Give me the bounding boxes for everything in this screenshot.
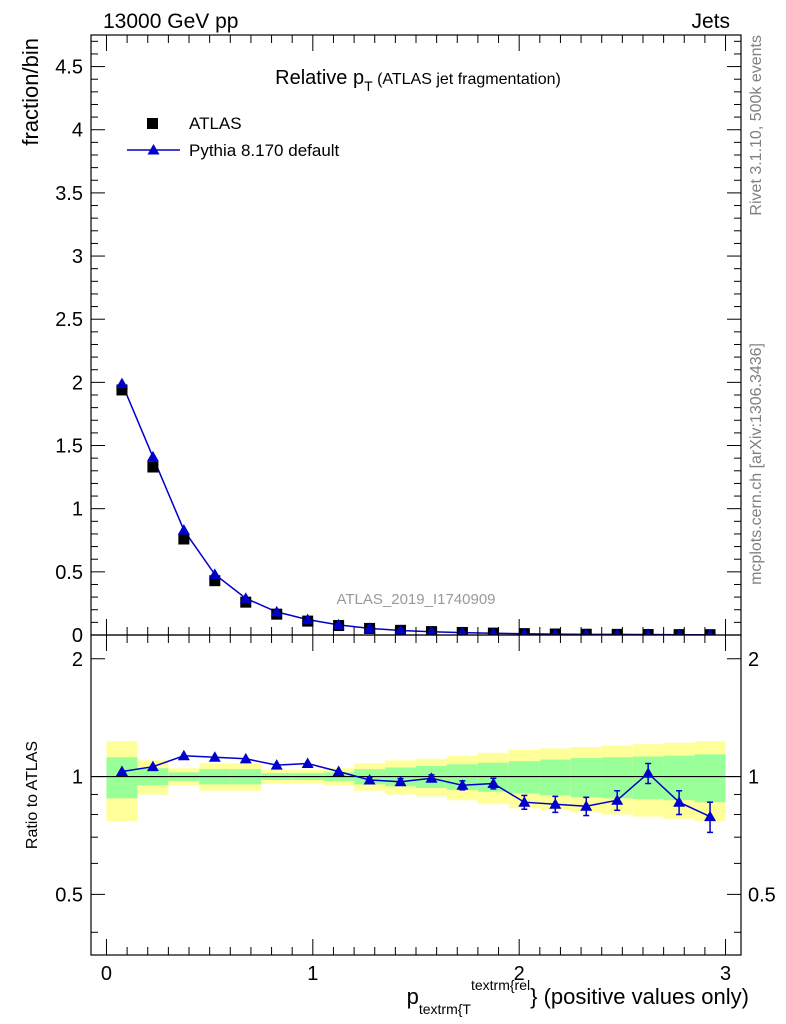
main-y-tick-label: 0.5 [55, 562, 83, 584]
pythia-point [675, 628, 683, 635]
pythia-point [239, 592, 252, 603]
ratio-point [642, 767, 655, 778]
x-axis-label-main: p [407, 984, 419, 1009]
pythia-point [146, 450, 159, 462]
pythia-point [426, 625, 437, 635]
ratio-point [270, 759, 283, 770]
ratio-y-tick-label: 2 [72, 649, 83, 671]
analysis-watermark: ATLAS_2019_I1740909 [336, 591, 495, 608]
x-tick-label: 0 [101, 963, 112, 985]
ratio-y-axis-label: Ratio to ATLAS [24, 741, 41, 849]
pythia-point [394, 624, 407, 635]
ratio-point [332, 765, 345, 777]
pythia-point [270, 605, 283, 617]
pythia-point [115, 377, 128, 389]
ratio-y-tick-label-right: 0.5 [748, 884, 776, 906]
ratio-point [301, 757, 314, 768]
ratio-point [394, 775, 407, 787]
ratio-point [363, 773, 376, 785]
pythia-point [551, 628, 560, 635]
x-tick-label: 3 [720, 963, 731, 985]
ratio-point [456, 779, 469, 790]
atlas-data-point [178, 533, 190, 545]
ratio-y-tick-label: 0.5 [55, 884, 83, 906]
main-y-tick-label: 2 [72, 372, 83, 394]
pythia-point [363, 622, 376, 633]
main-title-suffix: (ATLAS jet fragmentation) [373, 71, 561, 88]
x-tick-label: 2 [514, 963, 525, 985]
energy-label: 13000 GeV pp [103, 10, 238, 33]
pythia-point [582, 628, 591, 635]
ratio-point [487, 777, 500, 789]
pythia-point [644, 628, 652, 635]
pythia-point [520, 627, 529, 635]
pythia-point [457, 626, 468, 635]
main-y-tick-label: 2.5 [55, 309, 83, 331]
process-label: Jets [691, 10, 730, 33]
ratio-line [121, 755, 711, 818]
main-title: Relative pT (ATLAS jet fragmentation) [275, 67, 561, 94]
ratio-y-tick-label: 1 [72, 767, 83, 789]
main-y-axis-label: fraction/bin [18, 38, 43, 146]
mcplots-reference-label: mcplots.cern.ch [arXiv:1306.3436] [748, 343, 765, 585]
rivet-version-label: Rivet 3.1.10, 500k events [748, 35, 765, 216]
main-y-tick-label: 3 [72, 246, 83, 268]
legend-pythia-label: Pythia 8.170 default [189, 141, 340, 160]
x-axis-label: ptextrm{T textrm{rel} (positive values on… [407, 977, 749, 1017]
main-y-tick-label: 4 [72, 120, 83, 142]
ratio-band-inner [539, 759, 571, 796]
ratio-point [208, 751, 221, 762]
main-y-tick-label: 3.5 [55, 183, 83, 205]
legend-atlas-label: ATLAS [189, 114, 242, 133]
ratio-point [425, 772, 438, 783]
pythia-point [301, 613, 314, 625]
ratio-point [115, 765, 128, 777]
ratio-point [239, 752, 252, 764]
x-axis-label-suffix: } (positive values only) [530, 984, 749, 1009]
ratio-point [518, 796, 531, 807]
pythia-point [332, 618, 345, 630]
ratio-point [177, 749, 190, 761]
pythia-point [177, 524, 190, 535]
pythia-point [613, 628, 621, 635]
ratio-point [146, 760, 159, 772]
ratio-band-inner [570, 758, 602, 798]
ratio-point [580, 800, 593, 811]
ratio-point [549, 798, 562, 809]
main-title-sub: T [364, 78, 373, 94]
atlas-data-point [147, 461, 159, 473]
ratio-band-inner [694, 754, 726, 803]
legend: ATLAS Pythia 8.170 default [127, 114, 340, 160]
pythia-point [706, 628, 714, 635]
legend-pythia-marker [147, 144, 160, 155]
main-y-tick-label: 1.5 [55, 436, 83, 458]
pythia-point [488, 627, 498, 635]
main-y-tick-label: 1 [72, 499, 83, 521]
ratio-point [704, 810, 717, 822]
ratio-band-inner [106, 757, 138, 799]
ratio-point [611, 794, 624, 805]
atlas-data-point [116, 384, 128, 396]
legend-atlas-marker [147, 118, 158, 129]
pythia-point [208, 568, 221, 579]
ratio-panel-frame [90, 634, 742, 956]
x-axis-label-sub: textrm{T [419, 1001, 472, 1017]
ratio-point [673, 796, 686, 807]
main-title-text: Relative p [275, 67, 364, 89]
ratio-band-inner [508, 761, 540, 794]
x-axis-label-sup: textrm{rel [471, 977, 530, 993]
atlas-data-point [209, 575, 221, 587]
x-tick-label: 1 [307, 963, 318, 985]
main-y-tick-label: 0 [72, 625, 83, 647]
ratio-y-tick-label-right: 1 [748, 767, 759, 789]
ratio-y-tick-label-right: 2 [748, 649, 759, 671]
main-y-tick-label: 4.5 [55, 57, 83, 79]
